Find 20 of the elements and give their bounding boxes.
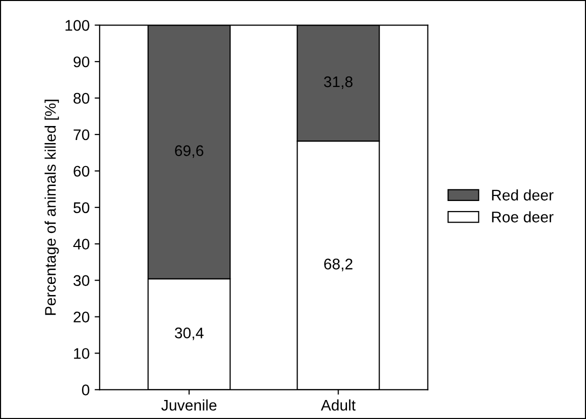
- x-tick-label: Juvenile: [161, 399, 216, 411]
- legend-label: Roe deer: [492, 211, 554, 222]
- data-label: 69,6: [175, 145, 204, 158]
- data-label: 68,2: [324, 258, 352, 272]
- y-tick-label: 70: [74, 129, 90, 140]
- data-label: 31,8: [324, 76, 352, 90]
- y-tick-label: 10: [74, 348, 90, 359]
- legend-label: Red deer: [492, 189, 554, 201]
- x-tick-label: Adult: [320, 399, 356, 411]
- y-tick-label: 50: [74, 202, 90, 214]
- y-tick-label: 0: [82, 384, 90, 396]
- y-tick-label: 60: [74, 166, 90, 177]
- y-tick-label: 40: [73, 238, 90, 250]
- y-tick-label: 30: [73, 275, 90, 286]
- y-tick-label: 90: [74, 56, 90, 68]
- y-tick-label: 100: [66, 20, 90, 31]
- data-label: 30,4: [174, 328, 204, 340]
- y-tick-label: 20: [74, 312, 90, 322]
- y-tick-label: 80: [74, 92, 90, 104]
- y-axis-title: Percentage of animals killed [%]: [44, 100, 59, 315]
